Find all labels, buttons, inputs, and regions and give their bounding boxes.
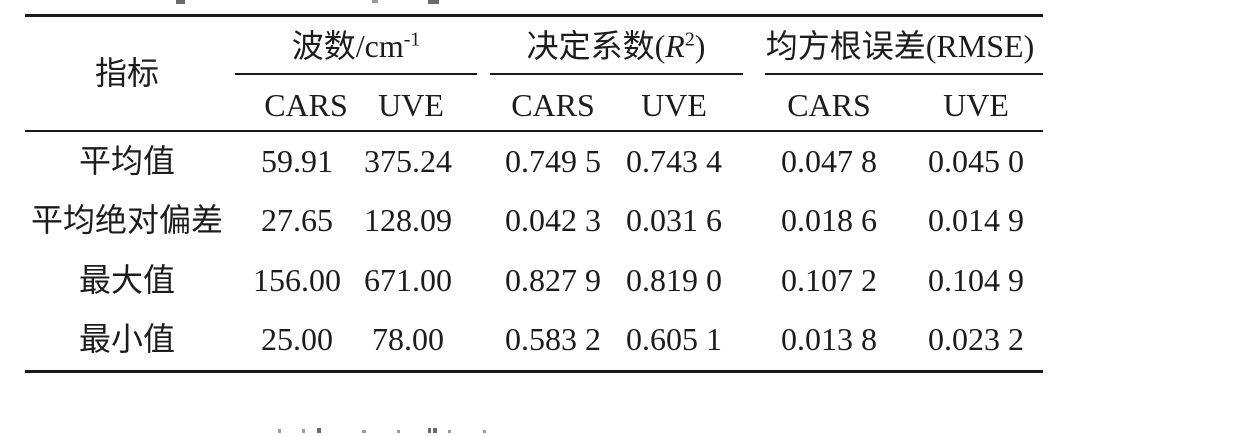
table-cell: 0.014 9 [928, 202, 1024, 238]
subheader-uve-wavenumber: UVE [378, 87, 444, 123]
group-header-text: 均方根误差(RMSE) [765, 28, 1035, 64]
cropped-text-fragment [317, 428, 321, 433]
table-cell: 0.107 2 [781, 262, 877, 298]
table-cell: 0.013 8 [781, 321, 877, 357]
cropped-text-fragment [278, 429, 281, 433]
table-cell: 25.00 [261, 321, 333, 357]
group-header-text: 波数/cm [291, 28, 404, 64]
subheader-uve-r2: UVE [641, 87, 707, 123]
group2-spanner-rule [490, 73, 743, 75]
cropped-text-fragment [448, 430, 451, 433]
cropped-text-fragment [372, 0, 378, 3]
table-cell: 0.023 2 [928, 321, 1024, 357]
table-cell: 59.91 [261, 143, 333, 179]
subheader-uve-rmse: UVE [943, 87, 1009, 123]
cropped-text-fragment [176, 0, 185, 4]
table-cell: 375.24 [364, 143, 452, 179]
table-cell: 0.819 0 [626, 262, 722, 298]
group-header-text: 决定系数( [526, 28, 666, 64]
table-cell: 0.749 5 [505, 143, 601, 179]
cropped-text-fragment [397, 430, 400, 433]
table-cell: 128.09 [364, 202, 452, 238]
cropped-text-fragment [483, 430, 486, 433]
table-cell: 0.042 3 [505, 202, 601, 238]
group-header-superscript: 2 [684, 28, 695, 51]
row-label: 平均值 [78, 143, 176, 179]
table-cell: 27.65 [261, 202, 333, 238]
table-cell: 0.018 6 [781, 202, 877, 238]
table-cell: 0.031 6 [626, 202, 722, 238]
cropped-text-fragment [433, 428, 437, 433]
group-header-rmse: 均方根误差(RMSE) [766, 30, 1034, 62]
table-cell: 0.045 0 [928, 143, 1024, 179]
header-bottom-rule [25, 130, 1043, 132]
cropped-text-fragment [362, 430, 366, 433]
subheader-cars-r2: CARS [511, 87, 595, 123]
row-label: 最大值 [78, 262, 176, 298]
column-header-indicator: 指标 [94, 55, 160, 91]
table-cell: 671.00 [364, 262, 452, 298]
cropped-text-fragment [302, 429, 305, 433]
table-cell: 0.605 1 [626, 321, 722, 357]
row-label: 平均绝对偏差 [30, 202, 224, 238]
row-label: 最小值 [78, 321, 176, 357]
subheader-cars-wavenumber: CARS [264, 87, 348, 123]
table-cell: 0.104 9 [928, 262, 1024, 298]
group-header-italic: R [665, 28, 685, 64]
table-cell: 78.00 [372, 321, 444, 357]
group1-spanner-rule [235, 73, 477, 75]
table-cell: 156.00 [253, 262, 341, 298]
subheader-cars-rmse: CARS [787, 87, 871, 123]
group-header-superscript: -1 [403, 28, 421, 51]
cropped-text-fragment [428, 428, 431, 433]
table-cell: 0.047 8 [781, 143, 877, 179]
table-cell: 0.827 9 [505, 262, 601, 298]
table-top-rule [25, 14, 1043, 17]
table-bottom-rule [25, 370, 1043, 373]
cropped-text-fragment [428, 0, 439, 4]
table-cell: 0.583 2 [505, 321, 601, 357]
group3-spanner-rule [765, 73, 1043, 75]
group-header-wavenumber: 波数/cm-1 [291, 28, 421, 64]
group-header-text: ) [694, 28, 706, 64]
table-cell: 0.743 4 [626, 143, 722, 179]
group-header-r2: 决定系数(R2) [526, 28, 706, 64]
